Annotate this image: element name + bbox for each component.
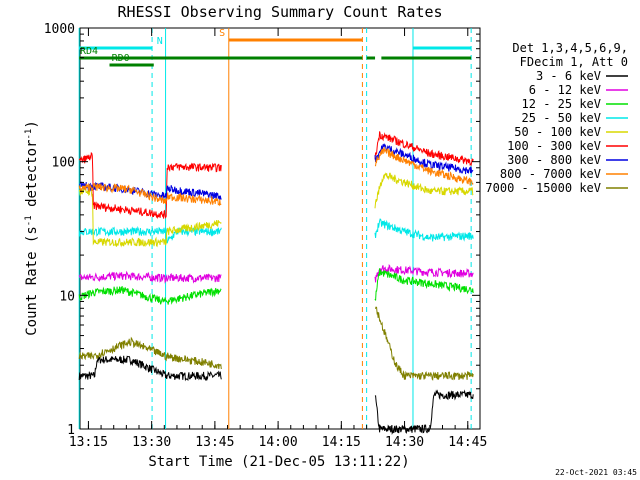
x-axis: 13:15 13:30 13:45 14:00 14:15 14:30 14:45 (69, 28, 487, 450)
series-100-300-kev-segment-0 (78, 152, 222, 220)
legend: Det 1,3,4,5,6,9, FDecim 1, Att 0 3 - 6 k… (485, 41, 628, 195)
x-tick-label-1330: 13:30 (132, 435, 171, 450)
series-7000-15000-kev-segment-0 (78, 336, 222, 370)
timestamp: 22-Oct-2021 03:45 (555, 468, 637, 477)
y-label-end: ) (24, 120, 40, 128)
x-tick-label-1345: 13:45 (195, 435, 234, 450)
legend-label-12-25-kev: 12 - 25 keV (522, 97, 601, 111)
legend-label-25-50-kev: 25 - 50 keV (522, 111, 601, 125)
series-25-50-kev-segment-1 (374, 218, 474, 242)
y-tick-label-10: 10 (59, 289, 75, 304)
legend-header-line-2: FDecim 1, Att 0 (520, 55, 628, 69)
x-tick-label-1400: 14:00 (259, 435, 298, 450)
y-label-mid: detector (24, 140, 40, 216)
series-3-6-kev-segment-0 (78, 355, 222, 382)
y-tick-label-1000: 1000 (44, 22, 75, 37)
legend-label-3-6-kev: 3 - 6 keV (536, 69, 601, 83)
legend-label-100-300-kev: 100 - 300 keV (507, 139, 601, 153)
y-tick-label-100: 100 (52, 156, 75, 171)
y-label-main: Count Rate (s (24, 226, 40, 336)
plot-frame (79, 27, 481, 430)
series-6-12-kev-segment-1 (374, 263, 474, 283)
legend-label-7000-15000-kev: 7000 - 15000 keV (485, 181, 601, 195)
legend-label-300-800-kev: 300 - 800 keV (507, 153, 601, 167)
flag-label-rd4: RD4 (80, 46, 98, 57)
series-800-7000-kev-segment-0 (78, 182, 222, 207)
legend-label-800-7000-kev: 800 - 7000 keV (500, 167, 601, 181)
series-100-300-kev-segment-1 (374, 131, 474, 167)
series-50-100-kev-segment-1 (374, 172, 474, 209)
legend-label-6-12-kev: 6 - 12 keV (529, 83, 601, 97)
series-300-800-kev-segment-1 (374, 143, 474, 175)
x-axis-label: Start Time (21-Dec-05 13:11:22) (148, 454, 409, 470)
x-tick-label-1445: 14:45 (448, 435, 487, 450)
y-tick-label-1: 1 (67, 423, 75, 438)
series-6-12-kev-segment-0 (78, 270, 222, 284)
legend-label-50-100-kev: 50 - 100 keV (514, 125, 601, 139)
series-12-25-kev-segment-1 (374, 268, 474, 301)
legend-header-line-1: Det 1,3,4,5,6,9, (512, 41, 628, 55)
series-7000-15000-kev-segment-1 (375, 306, 474, 381)
series-12-25-kev-segment-0 (78, 285, 222, 305)
y-label-sup1: -1 (24, 215, 34, 226)
flag-bars: NSRD0RD4 (79, 28, 472, 67)
flag-label-s: S (219, 28, 225, 39)
y-axis-label: Count Rate (s-1 detector-1) (24, 120, 40, 336)
x-tick-label-1430: 14:30 (385, 435, 424, 450)
series-3-6-kev-segment-1 (374, 389, 474, 435)
y-axis: 1 10 100 1000 (44, 22, 480, 438)
flag-label-n: N (157, 36, 163, 47)
event-lines (78, 28, 472, 429)
series-50-100-kev-segment-0 (78, 186, 222, 248)
chart-title: RHESSI Observing Summary Count Rates (117, 3, 442, 21)
x-tick-label-1315: 13:15 (69, 435, 108, 450)
x-tick-label-1415: 14:15 (322, 435, 361, 450)
y-label-sup2: -1 (24, 129, 34, 140)
series-lines (78, 131, 474, 435)
series-800-7000-kev-segment-1 (374, 146, 474, 186)
